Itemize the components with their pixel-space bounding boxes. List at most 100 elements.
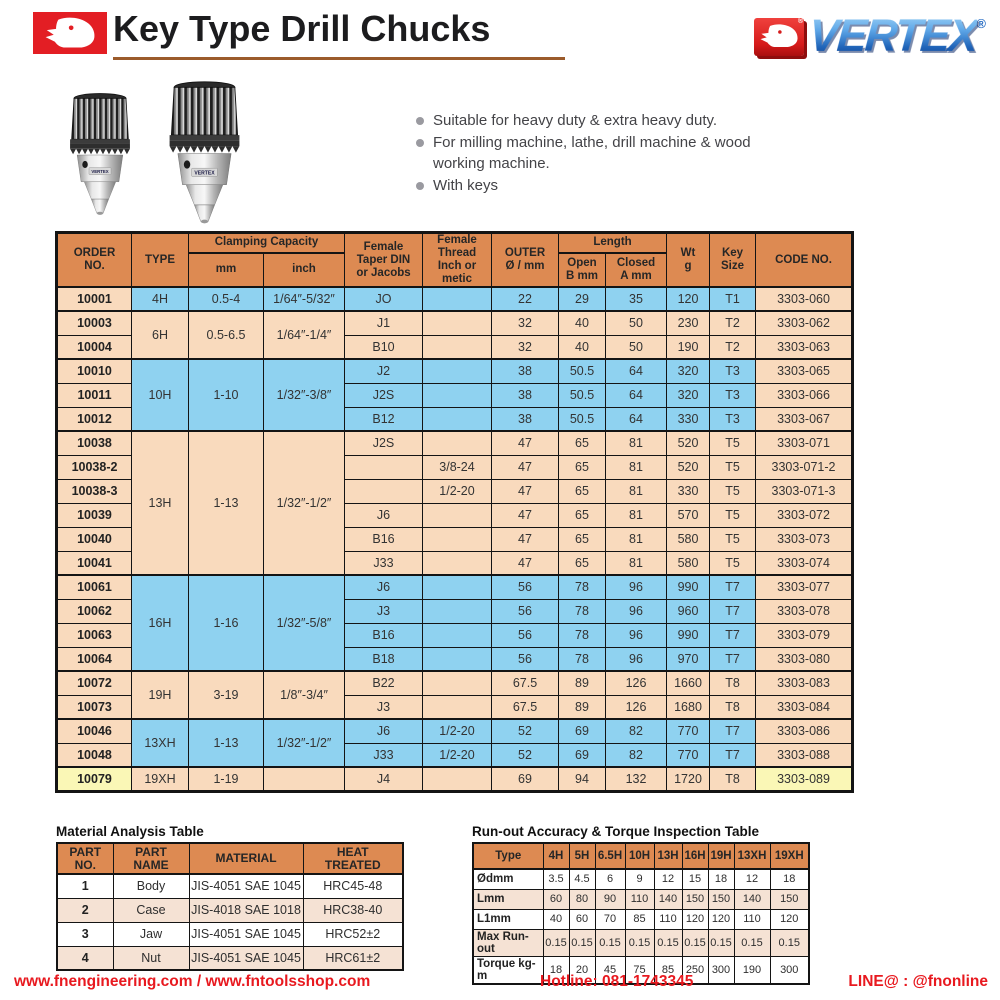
cell-open: 78 [558,622,606,648]
table-row: 10063 B16 56 78 96 990 T7 3303-079 [56,622,854,648]
runout-cell: 60 [542,888,570,910]
cell-order: 10012 [56,406,132,432]
cell-outer: 67.5 [491,670,559,696]
cell-taper: B16 [344,622,423,648]
runout-table-body: Ødmm 3.5 4.5 6 9 12 15 18 12 18 Lmm 60 80 90 110 140 150… [472,868,810,984]
col-header-open: Open B mm [558,252,606,288]
cell-wt: 960 [666,598,711,624]
cell-closed: 64 [604,382,668,408]
cell-mm: 1-19 [188,766,264,792]
cell-open: 94 [558,766,606,792]
table-row: Torque kg-m 18 20 45 75 85 250 300 190 300 [472,955,810,984]
cell-outer: 67.5 [491,694,559,720]
cell-order: 10038 [56,430,132,456]
registered-mark: ® [976,16,986,31]
cell-outer: 52 [491,742,559,768]
runout-cell: 15 [681,868,709,890]
cell-outer: 38 [491,406,559,432]
footer-line-id: LINE@ : @fnonline [848,973,988,990]
cell-wt: 970 [666,646,711,672]
cell-wt: 320 [666,358,711,384]
cell-order: 10048 [56,742,132,768]
cell-code: 3303-083 [755,670,854,696]
runout-cell: 0.15 [681,928,709,957]
runout-cell: 150 [769,888,810,910]
material-cell: Body [112,873,190,899]
cell-wt: 1720 [666,766,711,792]
col-header-mm: mm [188,252,264,288]
material-col-header: MATERIAL [188,842,304,875]
cell-outer: 47 [491,526,559,552]
main-table-header: ORDER NO. TYPE Clamping Capacity Female … [56,231,854,288]
vertex-wordmark: VERTEX [807,10,979,61]
material-cell: JIS-4051 SAE 1045 [188,873,304,899]
footer-websites: www.fnengineering.com / www.fntoolsshop.… [14,973,371,990]
cell-inch: 1/32″-3/8″ [263,358,345,432]
table-row: 10038-3 1/2-20 47 65 81 330 T5 3303-071-3 [56,478,854,504]
runout-col-header: 13H [653,842,683,870]
runout-cell: 85 [653,955,683,984]
cell-taper: B22 [344,670,423,696]
runout-cell: 18 [707,868,735,890]
cell-wt: 580 [666,526,711,552]
material-cell: HRC45-48 [302,873,404,899]
table-row: L1mm 40 60 70 85 110 120 120 110 120 [472,908,810,930]
cell-key: T3 [709,358,757,384]
cell-thread [422,430,492,456]
cell-code: 3303-060 [755,286,854,312]
cell-order: 10038-2 [56,454,132,480]
cell-code: 3303-074 [755,550,854,576]
cell-inch: 1/32″-5/8″ [263,574,345,672]
cell-open: 69 [558,718,606,744]
cell-thread [422,406,492,432]
runout-col-header: 4H [542,842,570,870]
runout-cell: 45 [594,955,626,984]
cell-taper: J2 [344,358,423,384]
cell-key: T5 [709,430,757,456]
cell-open: 65 [558,478,606,504]
cell-open: 65 [558,502,606,528]
cell-thread [422,598,492,624]
feature-item: Suitable for heavy duty & extra heavy du… [416,110,788,132]
eagle-icon [45,17,95,48]
table-row: 10064 B18 56 78 96 970 T7 3303-080 [56,646,854,672]
cell-taper: J2S [344,430,423,456]
cell-order: 10004 [56,334,132,360]
cell-outer: 69 [491,766,559,792]
cell-wt: 570 [666,502,711,528]
cell-order: 10011 [56,382,132,408]
runout-cell: 4.5 [568,868,596,890]
table-row: 10010 10H 1-10 1/32″-3/8″ J2 38 50.5 64 320 T3 330… [56,358,854,432]
runout-row-label: Torque kg-m [472,955,544,984]
cell-code: 3303-077 [755,574,854,600]
runout-cell: 0.15 [594,928,626,957]
cell-wt: 1660 [666,670,711,696]
cell-outer: 38 [491,382,559,408]
cell-outer: 56 [491,646,559,672]
cell-inch: 1/32″-1/2″ [263,430,345,576]
cell-outer: 56 [491,574,559,600]
cell-wt: 520 [666,430,711,456]
cell-open: 50.5 [558,358,606,384]
feature-item: For milling machine, lathe, drill machin… [416,132,788,175]
cell-open: 40 [558,334,606,360]
cell-type: 16H [131,574,189,672]
cell-order: 10063 [56,622,132,648]
runout-cell: 0.15 [769,928,810,957]
cell-type: 19XH [131,766,189,792]
cell-key: T7 [709,646,757,672]
cell-thread [422,286,492,312]
cell-key: T8 [709,670,757,696]
runout-cell: 0.15 [624,928,655,957]
cell-thread [422,526,492,552]
cell-key: T5 [709,478,757,504]
cell-wt: 330 [666,406,711,432]
cell-closed: 96 [604,574,668,600]
cell-thread [422,502,492,528]
material-col-header: PART NAME [112,842,190,875]
material-cell: 3 [56,921,114,947]
cell-type: 19H [131,670,189,720]
cell-taper: J1 [344,310,423,336]
cell-thread: 1/2-20 [422,718,492,744]
cell-closed: 81 [604,502,668,528]
